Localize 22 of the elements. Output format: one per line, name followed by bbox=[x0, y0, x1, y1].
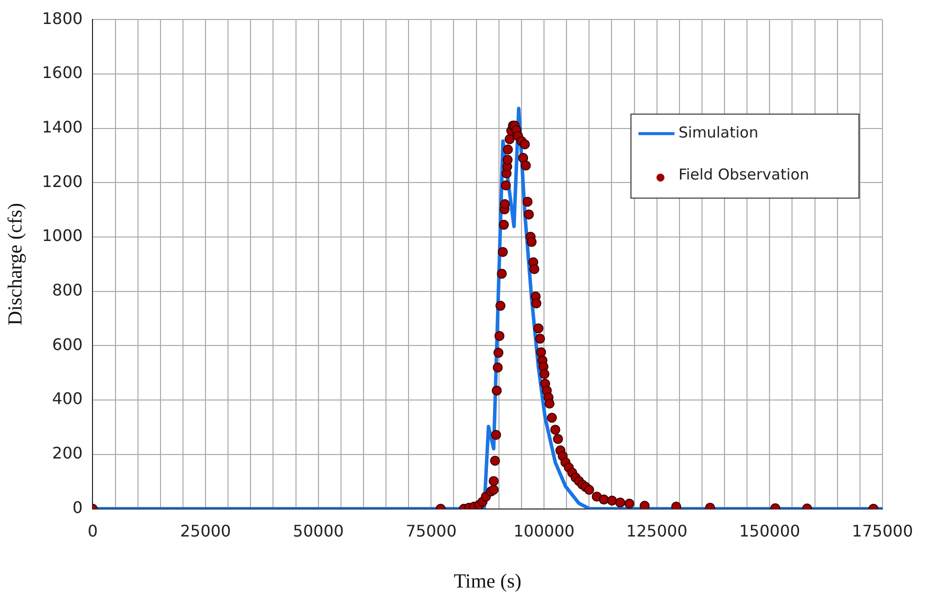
y-axis-title: Discharge (cfs) bbox=[4, 203, 26, 326]
y-tick-label: 1200 bbox=[42, 172, 83, 191]
x-tick-label: 150000 bbox=[739, 522, 800, 541]
y-tick-label: 800 bbox=[52, 280, 83, 300]
y-tick-label: 400 bbox=[52, 389, 83, 408]
legend-label: Simulation bbox=[678, 123, 758, 142]
x-tick-label: 0 bbox=[88, 522, 98, 541]
y-tick-label: 600 bbox=[52, 334, 83, 354]
y-tick-label: 1600 bbox=[42, 63, 83, 82]
y-tick-label: 1800 bbox=[42, 8, 83, 28]
x-tick-label: 125000 bbox=[626, 522, 688, 541]
x-axis-title: Time (s) bbox=[454, 570, 522, 592]
y-tick-label: 200 bbox=[52, 444, 83, 463]
y-tick-label: 1000 bbox=[42, 226, 83, 246]
x-tick-label: 75000 bbox=[406, 522, 457, 541]
y-tick-label: 0 bbox=[72, 498, 83, 517]
y-tick-label: 1400 bbox=[42, 117, 83, 136]
legend-label: Field Observation bbox=[678, 165, 810, 184]
x-tick-label: 50000 bbox=[292, 522, 344, 541]
x-tick-label: 175000 bbox=[852, 522, 913, 541]
x-tick-label: 25000 bbox=[180, 522, 231, 541]
x-tick-label: 100000 bbox=[513, 522, 575, 541]
